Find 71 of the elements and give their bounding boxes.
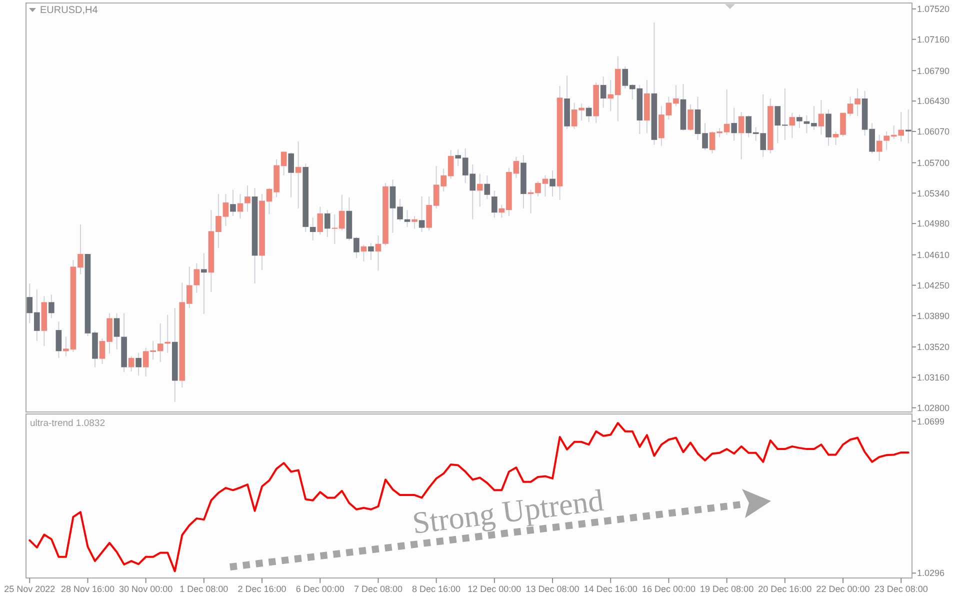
y-tick-label: 1.02800 bbox=[917, 402, 950, 413]
candlestick bbox=[476, 173, 483, 208]
candlestick bbox=[128, 356, 134, 372]
candlestick bbox=[201, 252, 207, 314]
candlestick bbox=[48, 294, 54, 319]
candlestick bbox=[412, 215, 418, 230]
x-tick-label: 14 Dec 16:00 bbox=[584, 584, 638, 594]
y-tick-label: 1.04980 bbox=[917, 218, 950, 229]
y-tick-label: 1.05700 bbox=[917, 158, 950, 168]
candlestick bbox=[288, 152, 294, 198]
candlestick bbox=[796, 114, 802, 129]
candlestick bbox=[360, 244, 367, 262]
y-tick-label: 1.0296 bbox=[917, 568, 945, 578]
candlestick bbox=[114, 312, 120, 350]
y-tick-label: 1.06070 bbox=[917, 126, 950, 137]
y-tick-label: 1.0699 bbox=[917, 416, 945, 426]
candlestick bbox=[244, 185, 250, 212]
candlestick bbox=[688, 104, 694, 132]
candlestick bbox=[237, 193, 244, 219]
x-tick-label: 8 Dec 16:00 bbox=[412, 584, 461, 594]
candlestick bbox=[56, 321, 62, 358]
x-tick-label: 7 Dec 08:00 bbox=[354, 584, 402, 594]
x-tick-label: 19 Dec 08:00 bbox=[700, 584, 754, 594]
candlestick bbox=[818, 100, 824, 136]
candlestick bbox=[492, 190, 498, 218]
x-tick-label: 1 Dec 08:00 bbox=[180, 584, 228, 594]
y-tick-label: 1.06790 bbox=[917, 66, 950, 76]
chart-title: EURUSD,H4 bbox=[40, 5, 98, 16]
candlestick bbox=[368, 242, 374, 260]
x-tick-label: 23 Dec 08:00 bbox=[874, 584, 928, 594]
y-tick-label: 1.05340 bbox=[917, 188, 950, 198]
y-tick-label: 1.07160 bbox=[917, 34, 950, 44]
y-tick-label: 1.04250 bbox=[917, 280, 950, 290]
chart-title: ultra-trend 1.0832 bbox=[30, 418, 105, 429]
y-tick-label: 1.06430 bbox=[917, 96, 950, 106]
x-tick-label: 30 Nov 00:00 bbox=[119, 584, 173, 594]
candlestick bbox=[317, 206, 324, 236]
y-tick-label: 1.03890 bbox=[917, 310, 950, 321]
y-tick-label: 1.07520 bbox=[917, 4, 950, 14]
annotation: Strong Uptrend bbox=[410, 482, 606, 541]
x-tick-label: 16 Dec 00:00 bbox=[642, 584, 696, 594]
candlestick bbox=[484, 174, 490, 200]
candlestick bbox=[418, 196, 425, 233]
candlestick bbox=[586, 106, 592, 123]
x-tick-label: 6 Dec 00:00 bbox=[296, 584, 344, 594]
candlestick bbox=[826, 108, 832, 146]
x-tick-label: 22 Dec 00:00 bbox=[816, 584, 870, 594]
y-tick-label: 1.04610 bbox=[917, 250, 950, 260]
x-tick-label: 20 Dec 16:00 bbox=[758, 584, 812, 594]
x-tick-label: 12 Dec 00:00 bbox=[468, 584, 522, 594]
candlestick bbox=[310, 217, 316, 241]
x-tick-label: 2 Dec 16:00 bbox=[238, 584, 286, 594]
candlestick bbox=[550, 170, 556, 198]
candlestick bbox=[136, 352, 142, 376]
x-tick-label: 28 Nov 16:00 bbox=[60, 584, 115, 594]
candlestick bbox=[194, 262, 200, 294]
candlestick bbox=[738, 112, 744, 160]
x-tick-label: 25 Nov 2022 bbox=[4, 584, 56, 594]
x-tick-label: 13 Dec 08:00 bbox=[526, 584, 580, 594]
y-tick-label: 1.03520 bbox=[917, 342, 950, 352]
candlestick bbox=[164, 314, 171, 354]
candlestick bbox=[600, 76, 606, 108]
candlestick bbox=[789, 112, 796, 139]
candlestick bbox=[324, 210, 330, 238]
y-tick-label: 1.03160 bbox=[917, 372, 950, 383]
candlestick bbox=[876, 134, 882, 162]
candlestick bbox=[230, 189, 236, 216]
candlestick bbox=[404, 210, 410, 228]
candlestick bbox=[731, 107, 737, 142]
candlestick bbox=[375, 234, 382, 272]
candlestick bbox=[295, 141, 302, 209]
